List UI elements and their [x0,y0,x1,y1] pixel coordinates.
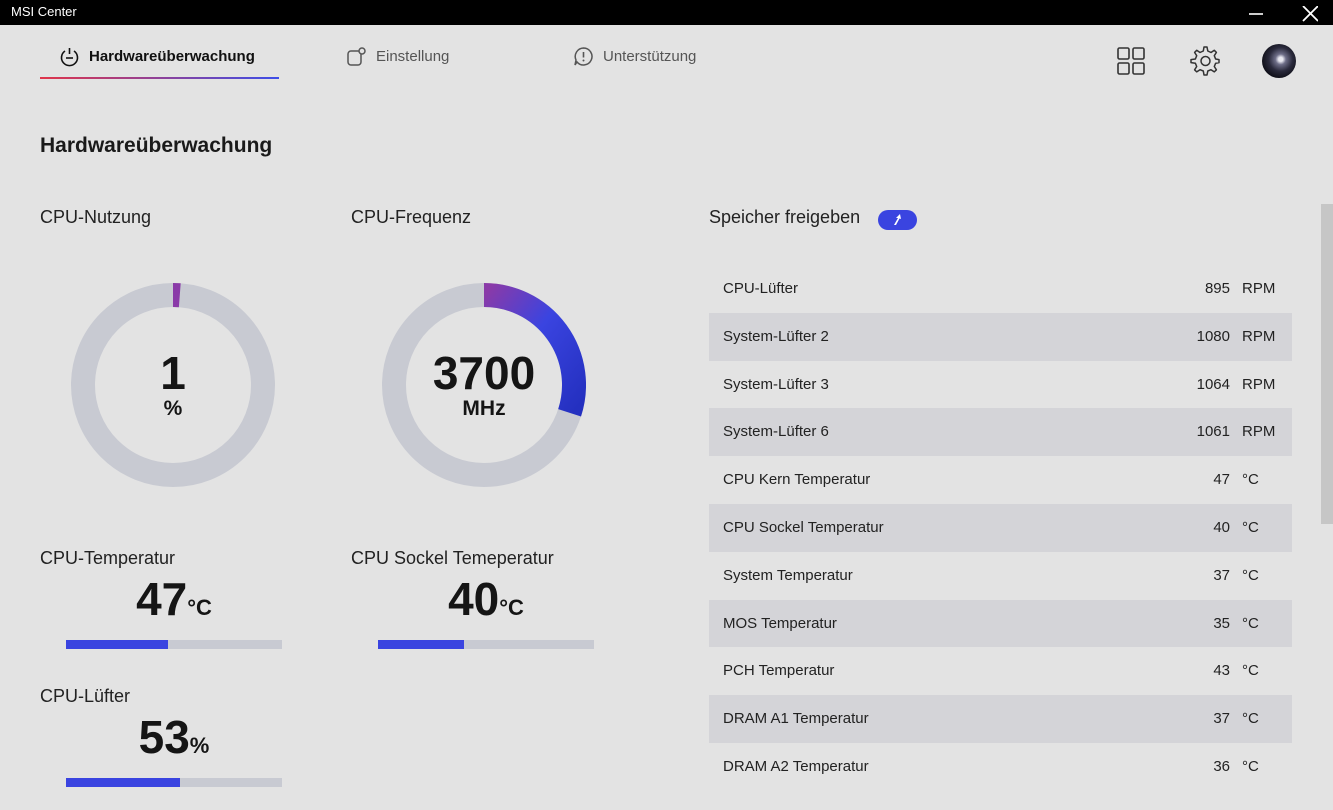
title-bar: MSI Center [0,0,1333,25]
sensor-row: DRAM A1 Temperatur 37 °C [709,695,1292,743]
sensor-name: DRAM A2 Temperatur [723,757,869,775]
sensor-name: MOS Temperatur [723,614,837,632]
close-icon [1302,6,1318,22]
sensor-value: 1080 [1196,327,1230,345]
gear-icon [1190,46,1220,76]
grid-apps-button[interactable] [1115,45,1147,77]
cpu-temperature-label: CPU-Temperatur [40,548,176,568]
settings-button[interactable] [1189,45,1221,77]
cpu-usage-label: CPU-Nutzung [40,207,152,227]
cpu-frequency-gauge: 3700 MHz [382,283,586,487]
tab-support[interactable]: Unterstützung [573,45,696,67]
cpu-temperature-unit: °C [187,595,212,620]
cpu-fan-readout: 53% [66,710,282,764]
free-memory-button[interactable] [878,210,917,230]
sensor-unit: RPM [1242,375,1276,393]
sensor-row: MOS Temperatur 35 °C [709,599,1292,648]
tab-settings[interactable]: Einstellung [346,45,449,67]
sensor-row: System-Lüfter 2 1080 RPM [709,312,1292,361]
sensor-unit: °C [1242,518,1259,536]
active-tab-indicator [40,77,279,79]
socket-temperature-bar-fill [378,640,465,649]
sensor-value: 1064 [1196,375,1230,393]
sensor-name: System-Lüfter 3 [723,375,829,393]
cpu-usage-value: 1 [160,347,186,399]
tab-label: Hardwareüberwachung [89,47,255,65]
socket-temperature-bar [378,640,594,649]
socket-temperature-label: CPU Sockel Temeperatur [351,548,554,568]
sensor-value: 35 [1213,614,1230,632]
sensor-value: 1061 [1196,423,1230,441]
close-button[interactable] [1285,0,1333,25]
sensor-unit: °C [1242,471,1259,489]
sensor-row: System-Lüfter 3 1064 RPM [709,361,1292,409]
sensor-value: 40 [1213,518,1230,536]
sensor-name: CPU Sockel Temperatur [723,518,884,536]
avatar[interactable] [1262,44,1296,78]
minimize-button[interactable] [1232,0,1280,25]
sensor-row: CPU Sockel Temperatur 40 °C [709,503,1292,552]
sensor-unit: °C [1242,710,1259,728]
sensor-unit: RPM [1242,280,1276,297]
window-title: MSI Center [11,4,77,19]
sensor-unit: °C [1242,614,1259,632]
sensor-unit: °C [1242,566,1259,584]
sensor-row: DRAM A2 Temperatur 36 °C [709,743,1292,791]
minimize-icon [1249,13,1263,15]
cpu-temperature-value: 47 [136,573,188,625]
sensor-unit: °C [1242,757,1259,775]
cpu-frequency-unit: MHz [462,397,506,420]
sensor-name: PCH Temperatur [723,662,835,680]
sensor-unit: RPM [1242,327,1276,345]
cpu-temperature-readout: 47°C [66,572,282,626]
sensor-value: 36 [1213,757,1230,775]
cpu-frequency-label: CPU-Frequenz [351,207,472,227]
tab-hardware-monitoring[interactable]: Hardwareüberwachung [59,45,255,67]
sensor-value: 37 [1213,566,1230,584]
sensor-value: 37 [1213,710,1230,728]
sensor-row: System Temperatur 37 °C [709,552,1292,600]
support-chat-icon [574,46,593,66]
sensor-row: CPU Kern Temperatur 47 °C [709,456,1292,504]
sensor-name: CPU-Lüfter [723,280,799,297]
sensor-value: 47 [1213,471,1230,489]
cpu-fan-bar [66,778,282,787]
socket-temperature-readout: 40°C [378,572,594,626]
cpu-usage-gauge: 1 % [71,283,275,487]
sensor-row: PCH Temperatur 43 °C [709,647,1292,695]
cpu-frequency-value: 3700 [432,347,536,399]
tab-label: Einstellung [376,47,450,65]
sensor-unit: °C [1242,662,1259,680]
monitor-power-icon [60,47,79,66]
sensor-name: System Temperatur [723,566,853,584]
boost-arrow-icon [894,214,901,225]
sensor-row: System-Lüfter 6 1061 RPM [709,408,1292,457]
cpu-fan-bar-fill [66,778,181,787]
sensor-name: CPU Kern Temperatur [723,471,871,489]
socket-temperature-value: 40 [448,573,500,625]
sensor-list: CPU-Lüfter 895 RPM System-Lüfter 2 1080 RPM Sy… [709,265,1292,791]
sensor-value: 43 [1213,662,1230,680]
socket-temperature-unit: °C [499,595,524,620]
page-title: Hardwareüberwachung [40,134,273,157]
cpu-frequency-arc [483,283,586,417]
grid-apps-icon [1117,47,1145,75]
tab-label: Unterstützung [603,47,697,65]
sensor-unit: RPM [1242,423,1276,441]
sensor-name: System-Lüfter 6 [723,423,829,441]
sensor-row: CPU-Lüfter 895 RPM [709,265,1292,313]
sensor-name: DRAM A1 Temperatur [723,710,869,728]
sensor-name: System-Lüfter 2 [723,327,829,345]
top-navigation: Hardwareüberwachung Einstellung Unterstü… [0,25,1333,95]
cpu-temperature-bar-fill [66,640,168,649]
sensor-value: 895 [1204,280,1230,297]
cpu-fan-value: 53 [138,711,190,763]
free-memory-label: Speicher freigeben [709,207,861,227]
settings-box-icon [347,46,366,66]
cpu-usage-unit: % [163,397,183,420]
scrollbar[interactable] [1321,204,1333,524]
cpu-fan-label: CPU-Lüfter [40,686,131,706]
cpu-temperature-bar [66,640,282,649]
cpu-fan-unit: % [189,733,210,758]
